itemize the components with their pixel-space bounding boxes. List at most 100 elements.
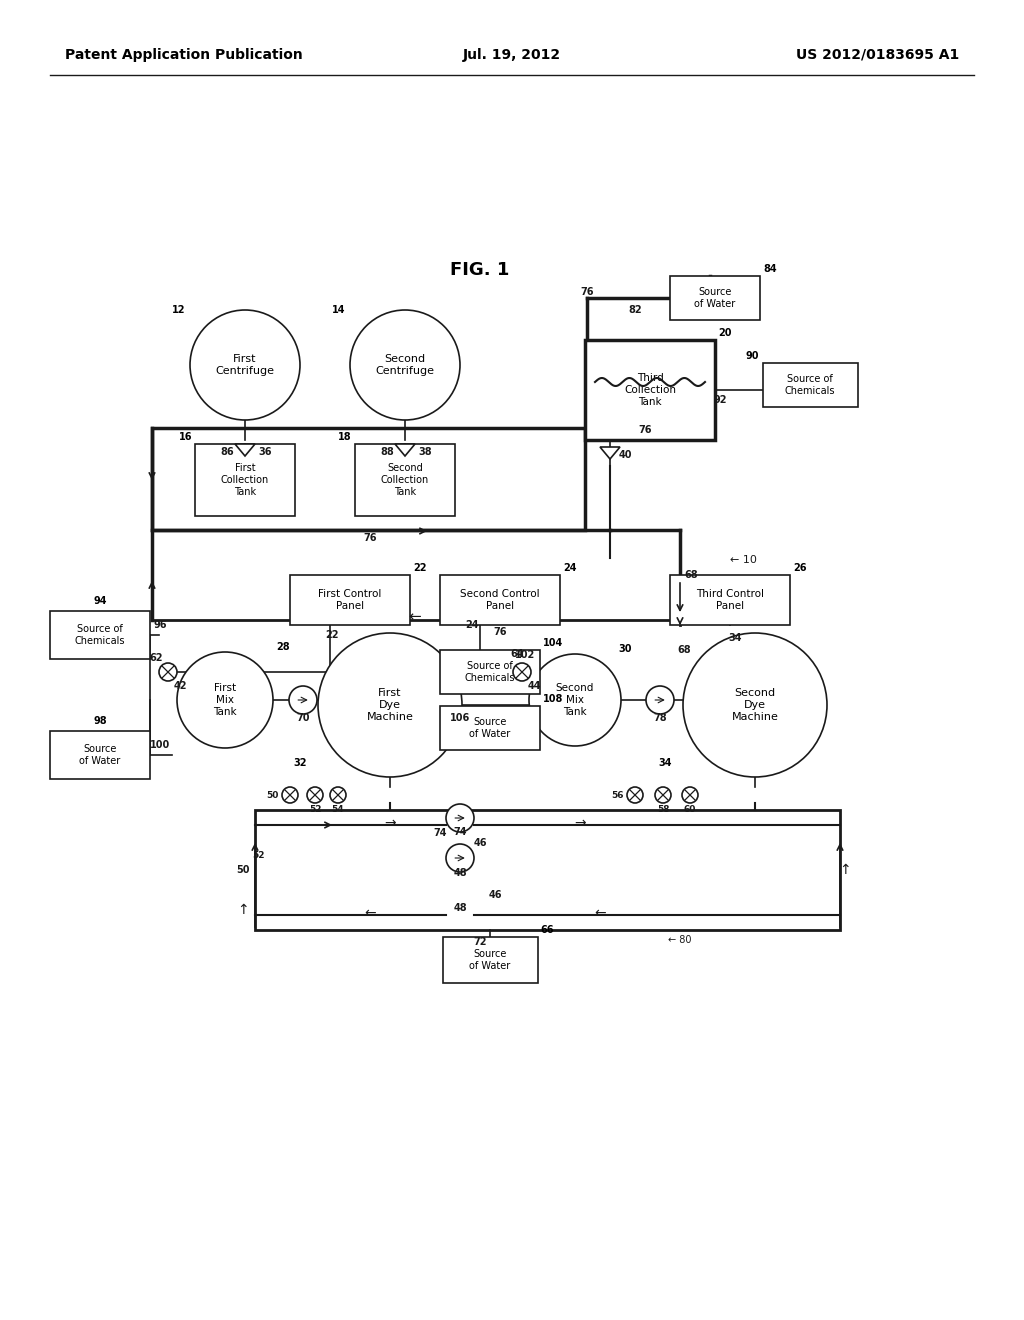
Text: 76: 76 bbox=[494, 627, 507, 638]
Circle shape bbox=[289, 686, 317, 714]
Text: 102: 102 bbox=[515, 649, 536, 660]
Text: ← 10: ← 10 bbox=[730, 554, 757, 565]
Text: ←: ← bbox=[409, 610, 421, 624]
Text: 100: 100 bbox=[150, 741, 170, 750]
Bar bbox=[195, 444, 295, 516]
Text: Source
of Water: Source of Water bbox=[469, 717, 511, 739]
Polygon shape bbox=[600, 447, 620, 459]
Text: 42: 42 bbox=[173, 681, 186, 690]
Circle shape bbox=[282, 787, 298, 803]
Text: 92: 92 bbox=[714, 395, 727, 405]
Text: ←: ← bbox=[594, 906, 606, 920]
Text: 52: 52 bbox=[252, 850, 264, 859]
Text: First
Dye
Machine: First Dye Machine bbox=[367, 689, 414, 722]
Text: First
Centrifuge: First Centrifuge bbox=[215, 354, 274, 376]
Text: Second
Centrifuge: Second Centrifuge bbox=[376, 354, 434, 376]
Text: 94: 94 bbox=[93, 597, 106, 606]
Text: 70: 70 bbox=[296, 713, 309, 723]
Text: 76: 76 bbox=[638, 425, 651, 436]
Circle shape bbox=[318, 634, 462, 777]
Text: Third
Collection
Tank: Third Collection Tank bbox=[624, 374, 676, 407]
Circle shape bbox=[330, 787, 346, 803]
Text: 12: 12 bbox=[172, 305, 185, 315]
Text: Source
of Water: Source of Water bbox=[469, 949, 511, 970]
Bar bbox=[355, 444, 455, 516]
Text: First
Mix
Tank: First Mix Tank bbox=[213, 684, 237, 717]
Text: First Control
Panel: First Control Panel bbox=[318, 589, 382, 611]
Text: 28: 28 bbox=[275, 643, 290, 652]
Text: ←: ← bbox=[365, 906, 376, 920]
Text: ↑: ↑ bbox=[840, 863, 851, 876]
Bar bbox=[585, 341, 715, 440]
Circle shape bbox=[682, 787, 698, 803]
Bar bbox=[670, 276, 760, 319]
Text: Source of
Chemicals: Source of Chemicals bbox=[75, 624, 125, 645]
Text: 16: 16 bbox=[178, 432, 193, 442]
Text: 48: 48 bbox=[454, 903, 467, 913]
Text: Source of
Chemicals: Source of Chemicals bbox=[465, 661, 515, 682]
Text: Third Control
Panel: Third Control Panel bbox=[696, 589, 764, 611]
Circle shape bbox=[655, 787, 671, 803]
Text: 60: 60 bbox=[684, 805, 696, 814]
Text: 50: 50 bbox=[237, 865, 250, 875]
Text: First
Collection
Tank: First Collection Tank bbox=[221, 463, 269, 496]
Text: Source
of Water: Source of Water bbox=[80, 744, 121, 766]
Text: 34: 34 bbox=[658, 758, 672, 768]
Circle shape bbox=[446, 843, 474, 873]
Text: Source of
Chemicals: Source of Chemicals bbox=[784, 374, 836, 396]
Text: 62: 62 bbox=[150, 653, 163, 663]
Polygon shape bbox=[234, 444, 255, 455]
Text: 24: 24 bbox=[563, 564, 577, 573]
Circle shape bbox=[190, 310, 300, 420]
Text: US 2012/0183695 A1: US 2012/0183695 A1 bbox=[796, 48, 959, 62]
Text: 88: 88 bbox=[380, 447, 394, 457]
Text: FIG. 1: FIG. 1 bbox=[451, 261, 510, 279]
Polygon shape bbox=[395, 444, 415, 455]
Text: 38: 38 bbox=[418, 447, 432, 457]
Text: 104: 104 bbox=[543, 638, 563, 648]
Text: ↑: ↑ bbox=[238, 903, 249, 917]
Circle shape bbox=[350, 310, 460, 420]
Bar bbox=[670, 576, 790, 624]
Text: →: → bbox=[574, 816, 586, 830]
Text: 22: 22 bbox=[326, 630, 339, 640]
Text: 52: 52 bbox=[309, 805, 322, 814]
Text: 56: 56 bbox=[610, 791, 624, 800]
Bar bbox=[50, 731, 150, 779]
Text: 48: 48 bbox=[454, 869, 467, 878]
Circle shape bbox=[513, 663, 531, 681]
Circle shape bbox=[529, 653, 621, 746]
Text: 72: 72 bbox=[473, 937, 486, 946]
Text: →: → bbox=[384, 816, 396, 830]
Bar bbox=[50, 611, 150, 659]
Text: Source
of Water: Source of Water bbox=[694, 288, 735, 309]
Text: 82: 82 bbox=[628, 305, 642, 315]
Bar bbox=[255, 810, 840, 931]
Text: 18: 18 bbox=[338, 432, 352, 442]
Text: ← 80: ← 80 bbox=[669, 935, 692, 945]
Text: 44: 44 bbox=[527, 681, 541, 690]
Circle shape bbox=[646, 686, 674, 714]
Circle shape bbox=[177, 652, 273, 748]
Bar bbox=[440, 649, 540, 694]
Bar bbox=[290, 576, 410, 624]
Text: 34: 34 bbox=[728, 634, 741, 643]
Text: 68: 68 bbox=[684, 570, 697, 579]
Bar bbox=[440, 576, 560, 624]
Text: Second Control
Panel: Second Control Panel bbox=[460, 589, 540, 611]
Text: Second
Dye
Machine: Second Dye Machine bbox=[731, 689, 778, 722]
Text: 74: 74 bbox=[454, 828, 467, 837]
Text: 76: 76 bbox=[364, 533, 377, 543]
Text: 106: 106 bbox=[450, 713, 470, 723]
Bar bbox=[440, 706, 540, 750]
Text: 22: 22 bbox=[413, 564, 427, 573]
Text: 14: 14 bbox=[332, 305, 346, 315]
Text: 30: 30 bbox=[618, 644, 633, 655]
Text: 46: 46 bbox=[473, 838, 486, 847]
Text: 66: 66 bbox=[541, 925, 554, 935]
Text: 76: 76 bbox=[581, 286, 594, 297]
Text: 26: 26 bbox=[793, 564, 807, 573]
Circle shape bbox=[159, 663, 177, 681]
Bar bbox=[442, 937, 538, 983]
Text: 36: 36 bbox=[258, 447, 271, 457]
